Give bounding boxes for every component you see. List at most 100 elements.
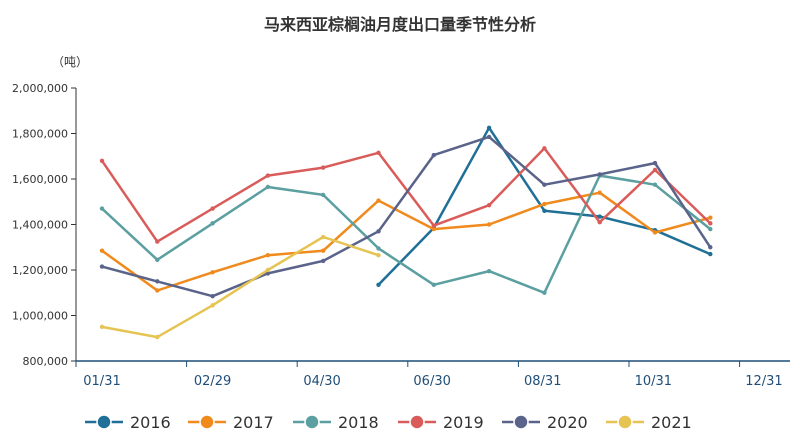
data-point: [265, 184, 271, 190]
data-point: [708, 226, 713, 232]
y-axis-unit-label: （吨）: [52, 55, 88, 69]
y-tick-label: 1,400,000: [12, 219, 68, 232]
x-tick-label: 01/31: [83, 374, 120, 389]
legend-label: 2020: [547, 413, 588, 432]
data-point: [99, 264, 105, 269]
x-tick-label: 04/30: [303, 374, 340, 389]
legend-item-2018[interactable]: 2018: [293, 413, 379, 432]
data-point: [708, 251, 713, 257]
y-tick-label: 1,600,000: [12, 173, 68, 186]
data-point: [265, 271, 271, 276]
data-point: [155, 239, 160, 244]
legend: 2016 2017 2018 2019 2020 2021: [85, 413, 692, 432]
data-point: [321, 248, 326, 253]
data-point: [155, 279, 160, 284]
y-tick-label: 1,800,000: [12, 128, 68, 141]
data-point: [376, 246, 381, 251]
series-line-2021: [101, 235, 379, 339]
legend-marker: [513, 414, 529, 430]
data-point: [321, 258, 326, 264]
data-point: [486, 222, 492, 227]
data-point: [597, 220, 602, 225]
data-point: [155, 257, 160, 262]
data-point: [542, 290, 547, 295]
data-point: [265, 173, 271, 178]
data-point: [321, 165, 326, 170]
x-tick-label: 02/29: [194, 374, 231, 389]
data-point: [542, 146, 547, 151]
legend-label: 2017: [233, 413, 274, 432]
data-point: [652, 160, 658, 166]
data-point: [376, 253, 381, 258]
data-point: [486, 268, 492, 274]
data-point: [376, 229, 381, 234]
data-point: [542, 182, 547, 187]
series-2019: [99, 146, 713, 244]
data-point: [542, 208, 547, 214]
data-point: [597, 214, 602, 219]
data-point: [265, 253, 271, 258]
x-tick-label: 06/30: [413, 374, 450, 389]
data-point: [210, 293, 215, 299]
series-2021: [99, 234, 381, 340]
series-line-2018: [101, 174, 712, 295]
series-2017: [99, 190, 713, 293]
data-point: [99, 248, 105, 253]
data-point: [597, 190, 602, 195]
data-point: [708, 221, 713, 226]
data-point: [652, 230, 658, 235]
legend-item-2016[interactable]: 2016: [85, 413, 171, 432]
legend-item-2021[interactable]: 2021: [606, 413, 692, 432]
legend-marker: [304, 414, 320, 430]
series-line-2017: [101, 191, 711, 292]
data-point: [431, 152, 436, 158]
legend-marker: [96, 414, 112, 430]
x-tick-label: 10/31: [635, 374, 672, 389]
data-point: [321, 192, 326, 198]
legend-marker: [617, 414, 633, 430]
y-tick-label: 1,000,000: [12, 310, 68, 323]
series-line-2016: [377, 126, 711, 286]
y-tick-label: 2,000,000: [12, 82, 68, 95]
data-point: [542, 201, 547, 207]
series-line-2019: [100, 147, 712, 243]
data-point: [321, 234, 326, 240]
y-tick-label: 800,000: [23, 355, 69, 368]
legend-item-2020[interactable]: 2020: [502, 413, 588, 432]
data-point: [652, 167, 658, 173]
series-layer: [99, 125, 713, 340]
x-tick-label: 08/31: [524, 374, 561, 389]
axes: 800,000 1,000,000 1,200,000 1,400,000 1,600,…: [12, 82, 790, 389]
data-point: [376, 198, 381, 203]
data-point: [708, 245, 713, 250]
legend-label: 2018: [338, 413, 379, 432]
data-point: [265, 267, 271, 273]
data-point: [431, 223, 436, 228]
legend-item-2017[interactable]: 2017: [188, 413, 274, 432]
data-point: [210, 303, 215, 308]
chart-title: 马来西亚棕榈油月度出口量季节性分析: [264, 15, 536, 34]
data-point: [210, 270, 215, 275]
data-point: [155, 288, 160, 293]
data-point: [652, 182, 658, 187]
data-point: [99, 206, 105, 211]
data-point: [210, 206, 215, 211]
legend-label: 2021: [651, 413, 692, 432]
data-point: [431, 226, 436, 232]
data-point: [376, 282, 381, 287]
data-point: [155, 334, 160, 340]
data-point: [431, 282, 436, 287]
x-tick-label: 12/31: [745, 374, 782, 389]
legend-label: 2019: [443, 413, 484, 432]
data-point: [99, 158, 105, 163]
data-point: [486, 202, 492, 208]
legend-item-2019[interactable]: 2019: [398, 413, 484, 432]
data-point: [376, 150, 381, 156]
data-point: [210, 221, 215, 226]
data-point: [486, 125, 492, 131]
series-2020: [99, 134, 713, 299]
legend-marker: [409, 414, 425, 430]
data-point: [99, 324, 105, 330]
series-line-2020: [101, 135, 712, 298]
